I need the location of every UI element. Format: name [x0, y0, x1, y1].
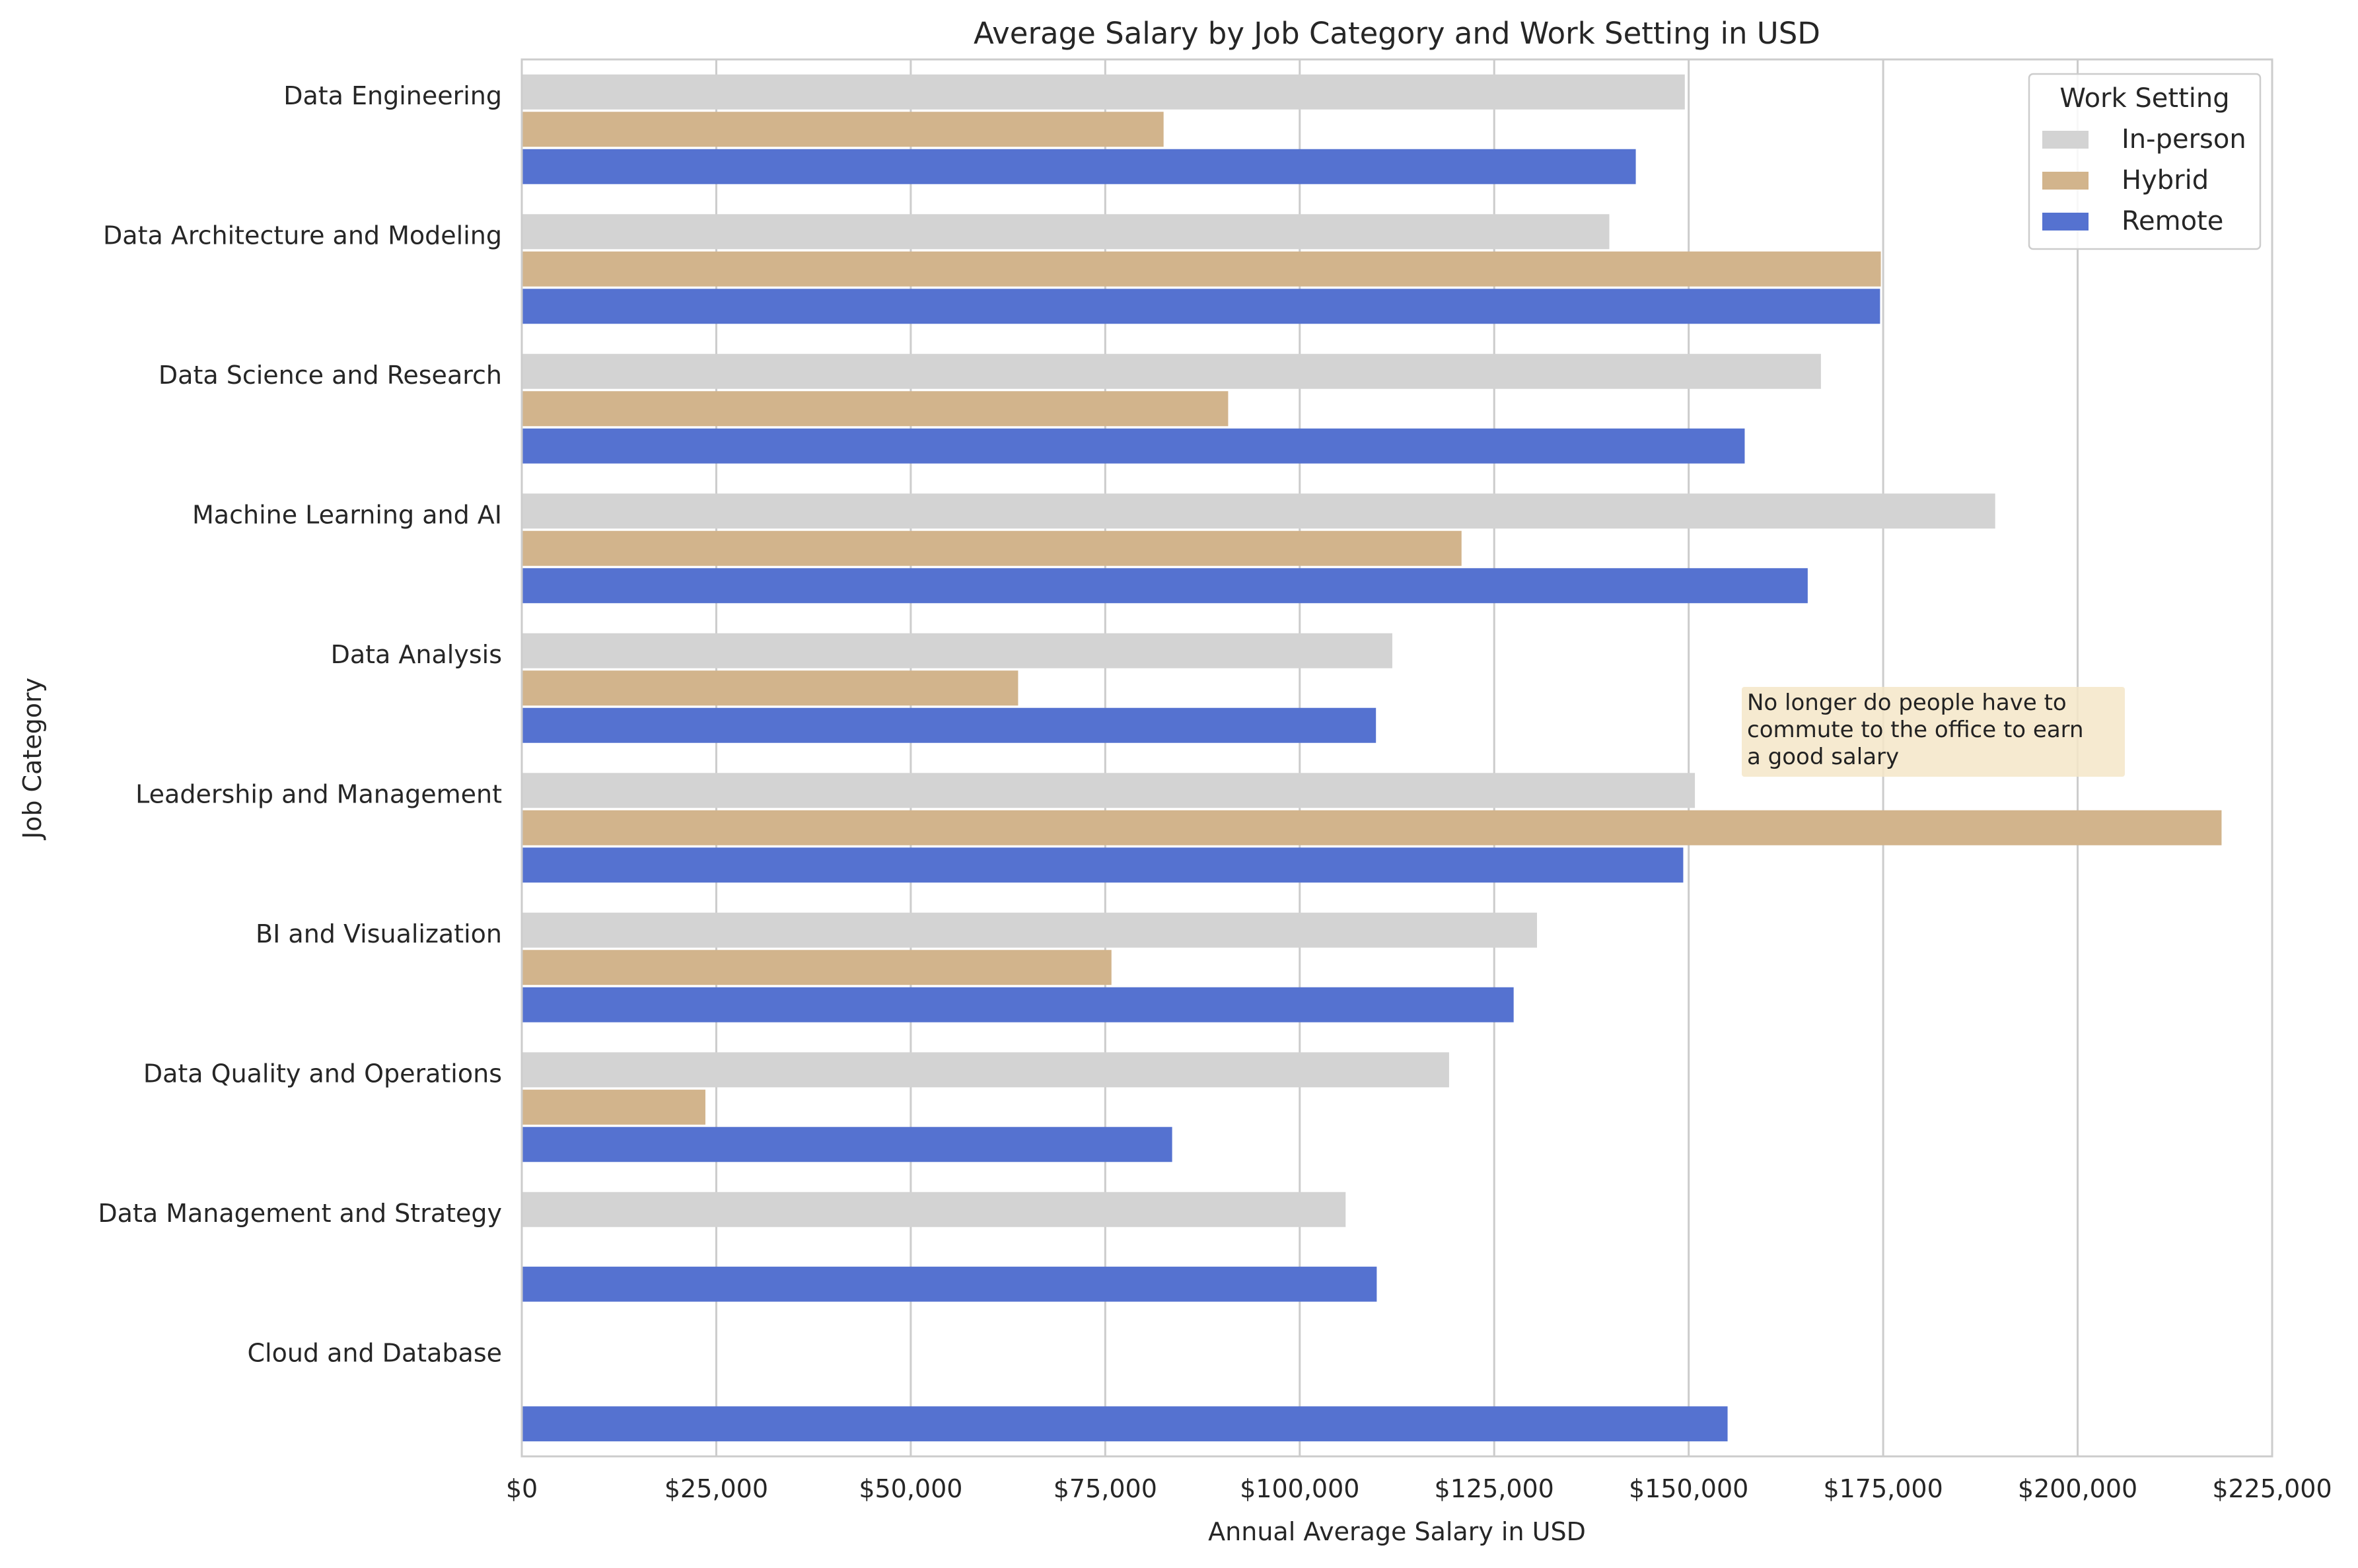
- y-tick-label: Leadership and Management: [135, 779, 502, 808]
- annotation: No longer do people have to commute to t…: [1742, 687, 2125, 777]
- bar-remote-data-analysis: [522, 707, 1376, 743]
- y-tick-label: Data Quality and Operations: [143, 1059, 502, 1088]
- bar-remote-data-architecture-and-modeling: [522, 289, 1880, 324]
- x-tick-label: $125,000: [1435, 1474, 1554, 1503]
- bar-remote-leadership-and-management: [522, 847, 1684, 883]
- annotation-box: [1742, 687, 2125, 777]
- y-tick-label: Data Management and Strategy: [98, 1199, 502, 1228]
- bar-hybrid-data-analysis: [522, 670, 1018, 706]
- annotation-line-1: No longer do people have to: [1747, 690, 2067, 716]
- bar-in-person-data-architecture-and-modeling: [522, 214, 1610, 250]
- legend-swatch-remote: [2042, 213, 2089, 231]
- y-tick-label: Cloud and Database: [247, 1338, 502, 1367]
- x-tick-label: $225,000: [2212, 1474, 2332, 1503]
- bar-hybrid-machine-learning-and-ai: [522, 530, 1462, 566]
- x-tick-label: $150,000: [1629, 1474, 1748, 1503]
- y-tick-label: Data Architecture and Modeling: [103, 221, 502, 250]
- bar-hybrid-data-quality-and-operations: [522, 1089, 705, 1125]
- x-tick-label: $50,000: [859, 1474, 962, 1503]
- y-tick-label: BI and Visualization: [256, 919, 502, 948]
- legend-swatch-hybrid: [2042, 172, 2089, 190]
- bar-in-person-data-science-and-research: [522, 353, 1821, 389]
- bar-hybrid-data-engineering: [522, 112, 1164, 147]
- bar-in-person-data-quality-and-operations: [522, 1052, 1449, 1088]
- bar-in-person-leadership-and-management: [522, 773, 1696, 808]
- legend: Work Setting In-person Hybrid Remote: [2028, 73, 2262, 250]
- bar-in-person-machine-learning-and-ai: [522, 493, 1995, 529]
- bar-hybrid-data-science-and-research: [522, 391, 1229, 427]
- x-tick-label: $0: [506, 1474, 538, 1503]
- bar-in-person-bi-and-visualization: [522, 912, 1537, 948]
- x-tick-label: $75,000: [1054, 1474, 1157, 1503]
- y-tick-label: Data Analysis: [331, 640, 502, 669]
- bar-remote-data-management-and-strategy: [522, 1266, 1377, 1302]
- bar-hybrid-data-architecture-and-modeling: [522, 251, 1881, 287]
- x-tick-label: $100,000: [1240, 1474, 1359, 1503]
- bar-in-person-data-analysis: [522, 633, 1392, 668]
- bar-remote-cloud-and-database: [522, 1406, 1728, 1442]
- x-tick-label: $25,000: [664, 1474, 768, 1503]
- bar-remote-bi-and-visualization: [522, 987, 1514, 1022]
- bar-remote-data-quality-and-operations: [522, 1127, 1172, 1162]
- y-tick-label: Data Engineering: [283, 81, 502, 110]
- legend-swatch-in-person: [2042, 131, 2089, 149]
- bar-in-person-data-engineering: [522, 74, 1685, 110]
- bar-hybrid-bi-and-visualization: [522, 950, 1112, 985]
- bar-remote-machine-learning-and-ai: [522, 568, 1808, 604]
- plot-frame: [520, 58, 2273, 1458]
- x-tick-label: $175,000: [1823, 1474, 1943, 1503]
- y-axis-label: Job Category: [18, 678, 47, 840]
- legend-title: Work Setting: [2059, 83, 2229, 114]
- bar-in-person-data-management-and-strategy: [522, 1192, 1346, 1227]
- bar-remote-data-science-and-research: [522, 428, 1745, 464]
- bar-hybrid-leadership-and-management: [522, 810, 2222, 845]
- y-tick-label: Data Science and Research: [159, 361, 502, 390]
- legend-label-remote: Remote: [2122, 206, 2223, 236]
- bar-remote-data-engineering: [522, 149, 1636, 184]
- x-tick-label: $200,000: [2018, 1474, 2137, 1503]
- x-axis-label: Annual Average Salary in USD: [1208, 1517, 1586, 1546]
- annotation-line-3: a good salary: [1747, 744, 1899, 770]
- annotation-line-2: commute to the office to earn: [1747, 717, 2084, 743]
- y-tick-label: Machine Learning and AI: [192, 500, 502, 529]
- legend-label-in-person: In-person: [2122, 124, 2246, 155]
- legend-label-hybrid: Hybrid: [2122, 165, 2209, 196]
- chart-title: Average Salary by Job Category and Work …: [974, 16, 1820, 51]
- legend-frame: [2028, 73, 2262, 250]
